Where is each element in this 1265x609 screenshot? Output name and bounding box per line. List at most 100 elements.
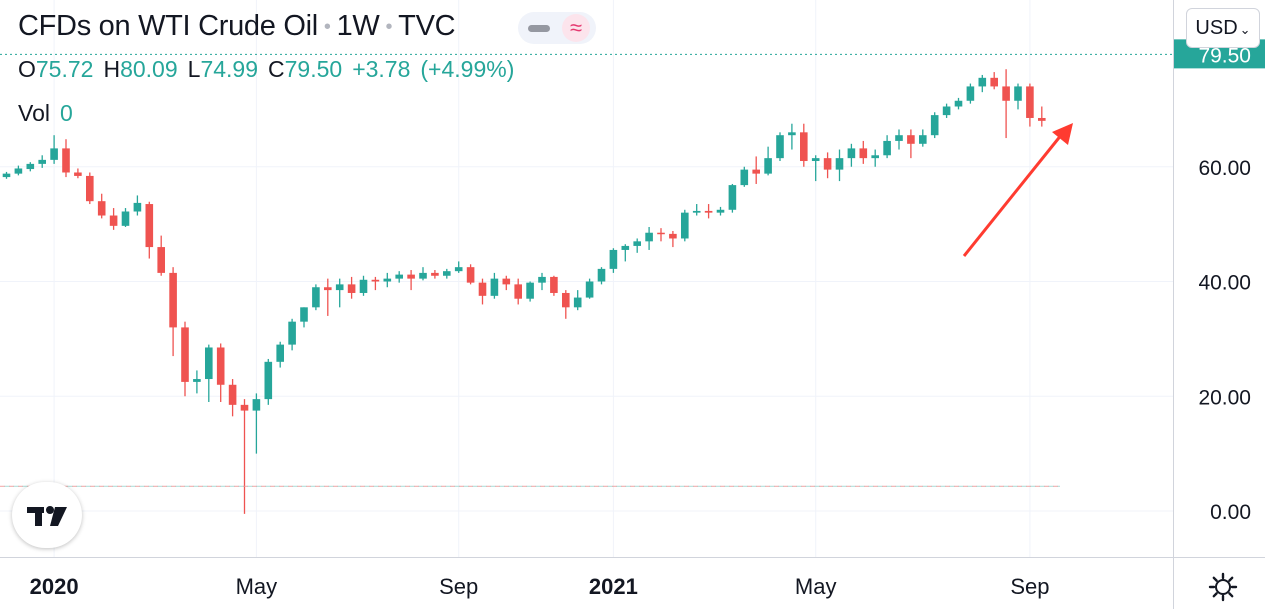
candle-body (1002, 86, 1010, 101)
candle-body (2, 173, 11, 178)
candle-body (216, 347, 225, 385)
candle-body (335, 284, 344, 291)
candle-body (764, 158, 772, 174)
candle-body (716, 209, 725, 213)
close-label: C (268, 56, 285, 82)
candle-body (776, 135, 784, 159)
symbol-name[interactable]: CFDs on WTI Crude Oil (18, 10, 318, 42)
y-tick-label: 0.00 (1210, 501, 1251, 524)
candle-body (62, 148, 70, 173)
high-value: 80.09 (120, 56, 178, 82)
low-label: L (187, 56, 201, 82)
x-tick-label: 2020 (30, 574, 79, 599)
x-tick-label: Sep (439, 574, 478, 599)
candle-body (454, 267, 463, 272)
candle-body (740, 169, 749, 186)
y-tick-label: 20.00 (1198, 386, 1251, 409)
candle-body (169, 272, 177, 328)
candle-body (97, 201, 106, 216)
candle-body (919, 135, 927, 144)
candle-body (573, 297, 582, 308)
candle-body (645, 232, 653, 242)
candle-body (300, 307, 308, 322)
ohlc-legend: O75.72 H80.09 L74.99 C79.50 +3.78 (+4.99%) (18, 56, 514, 83)
currency-selector[interactable]: USD ⌄ (1186, 8, 1260, 48)
volume-legend[interactable]: Vol 0 (18, 100, 73, 127)
candle-body (526, 282, 534, 299)
candle-body (871, 155, 879, 159)
candle-body (681, 212, 689, 239)
interval-label[interactable]: 1W (336, 10, 380, 42)
candle-body (371, 279, 380, 282)
red-arrow-annotation (962, 123, 1073, 257)
candle-body (193, 379, 201, 382)
candle-body (597, 268, 606, 282)
candle-body (324, 287, 332, 291)
open-value: 75.72 (35, 56, 94, 82)
candle-body (26, 163, 35, 170)
wave-icon[interactable]: ≈ (562, 14, 590, 42)
candle-body (942, 106, 951, 116)
high-label: H (103, 56, 121, 82)
candle-body (1038, 117, 1046, 121)
candle-body (252, 399, 261, 411)
candle-body (823, 158, 832, 170)
candle-body (133, 202, 142, 212)
title-separator: • (323, 15, 331, 38)
candle-body (728, 185, 737, 210)
x-tick-label: Sep (1010, 574, 1049, 599)
candle-body (419, 272, 427, 279)
candle-body (181, 327, 189, 382)
candle-body (835, 158, 844, 170)
candle-body (811, 158, 820, 162)
candle-body (990, 77, 998, 87)
candle-body (883, 140, 891, 156)
candle-body (859, 148, 868, 159)
candle-body (14, 168, 23, 174)
y-tick-label: 40.00 (1198, 272, 1251, 295)
candle-body (38, 159, 46, 164)
candle-body (704, 210, 713, 213)
title-separator: • (385, 15, 393, 38)
chart-overlays (0, 53, 1173, 487)
candle-body (109, 215, 118, 226)
open-label: O (18, 56, 36, 82)
candle-body (407, 274, 415, 279)
candle-body (383, 278, 392, 282)
volume-value: 0 (59, 100, 73, 126)
candles-layer (2, 69, 1046, 514)
candle-body (50, 148, 58, 160)
x-tick-label: May (795, 574, 837, 599)
candle-body (752, 169, 760, 174)
candle-body (466, 267, 475, 283)
candle-body (966, 86, 975, 101)
candle-body (847, 148, 856, 159)
candle-body (621, 245, 630, 250)
candle-body (550, 276, 558, 293)
low-value: 74.99 (200, 56, 258, 82)
currency-label: USD (1195, 17, 1238, 39)
candle-body (443, 271, 451, 276)
candle-body (478, 282, 487, 296)
chart-title: CFDs on WTI Crude Oil • 1W • TVC (18, 10, 456, 43)
chevron-down-icon: ⌄ (1239, 22, 1251, 37)
candle-body (205, 347, 213, 380)
indicator-toggle[interactable]: ≈ (518, 12, 596, 44)
tradingview-logo-icon[interactable] (12, 482, 82, 548)
gear-icon[interactable] (1207, 571, 1239, 603)
candle-body (347, 284, 356, 293)
candle-body (228, 384, 237, 405)
candle-body (240, 404, 249, 411)
candle-body (145, 204, 154, 248)
candle-body (800, 132, 808, 162)
candle-body (514, 284, 522, 299)
source-label: TVC (398, 10, 456, 42)
candle-body (312, 287, 320, 308)
candle-body (1014, 86, 1022, 101)
candle-body (633, 241, 641, 246)
candle-body (895, 135, 903, 141)
candle-body (157, 247, 165, 273)
collapse-icon[interactable] (528, 25, 550, 32)
change-percent: (+4.99%) (420, 56, 515, 82)
